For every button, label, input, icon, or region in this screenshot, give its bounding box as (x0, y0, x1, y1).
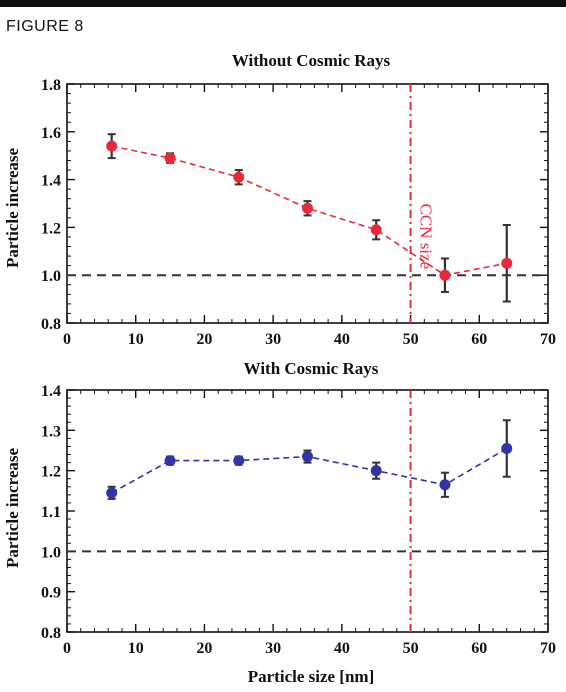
bottom-xtick-label: 60 (471, 640, 487, 657)
bottom-xtick-label: 30 (265, 640, 281, 657)
top-data-point (370, 224, 382, 236)
bottom-data-point (302, 451, 313, 463)
bottom-xtick-label: 10 (128, 640, 144, 657)
top-xtick-label: 50 (403, 331, 419, 348)
bottom-data-point (501, 442, 513, 454)
bottom-data-point (370, 465, 382, 477)
top-ytick-label: 1.8 (41, 77, 61, 94)
top-xtick-label: 40 (334, 331, 350, 348)
bottom-xtick-label: 70 (540, 640, 556, 657)
top-data-point (302, 202, 313, 214)
bottom-chart-title: With Cosmic Rays (244, 359, 379, 378)
bottom-ytick-label: 0.8 (41, 625, 61, 642)
figure-label: FIGURE 8 (6, 18, 84, 35)
top-data-point (233, 171, 245, 183)
top-data-point (439, 269, 451, 281)
bottom-ytick-label: 0.9 (41, 585, 61, 602)
top-data-point (106, 140, 118, 152)
top-data-point (164, 152, 176, 164)
bottom-data-point (164, 455, 176, 467)
bottom-data-point (439, 479, 451, 491)
bottom-chart-ylabel: Particle increase (3, 448, 22, 569)
top-ytick-label: 1.6 (41, 125, 61, 142)
bottom-ytick-label: 1.3 (41, 423, 61, 440)
top-ytick-label: 1.4 (41, 173, 61, 190)
bottom-ytick-label: 1.4 (41, 383, 61, 400)
bottom-data-point (233, 455, 245, 467)
bottom-ytick-label: 1.1 (41, 504, 61, 521)
top-xtick-label: 0 (63, 331, 71, 348)
top-xtick-label: 20 (196, 331, 212, 348)
bottom-xtick-label: 20 (196, 640, 212, 657)
top-ytick-label: 1.0 (41, 268, 61, 285)
bottom-xtick-label: 0 (63, 640, 71, 657)
bottom-data-point (106, 487, 118, 499)
top-xtick-label: 30 (265, 331, 281, 348)
top-axes-frame (66, 83, 549, 324)
bottom-axes-frame (66, 389, 549, 633)
top-xtick-label: 70 (540, 331, 556, 348)
top-chart: 0 10 20 30 40 50 60 70 0.8 1.0 1.2 1.4 1.6 1.8 CCN siz… (41, 77, 556, 348)
bottom-xtick-label: 50 (403, 640, 419, 657)
top-xtick-label: 10 (128, 331, 144, 348)
top-xtick-label: 60 (471, 331, 487, 348)
top-ytick-label: 0.8 (41, 316, 61, 333)
top-chart-title: Without Cosmic Rays (232, 51, 391, 70)
bottom-ytick-label: 1.0 (41, 544, 61, 561)
bottom-chart: 0 10 20 30 40 50 60 70 0.8 0.9 1.0 1.1 1.2 1.3 1.4 (41, 383, 556, 657)
top-annotation: CCN size (417, 204, 436, 270)
bottom-ytick-label: 1.2 (41, 464, 61, 481)
top-rule (0, 0, 566, 7)
bottom-chart-xlabel: Particle size [nm] (248, 667, 375, 686)
top-ytick-label: 1.2 (41, 220, 61, 237)
bottom-xtick-label: 40 (334, 640, 350, 657)
top-data-point (501, 257, 513, 269)
top-chart-ylabel: Particle increase (3, 148, 22, 269)
